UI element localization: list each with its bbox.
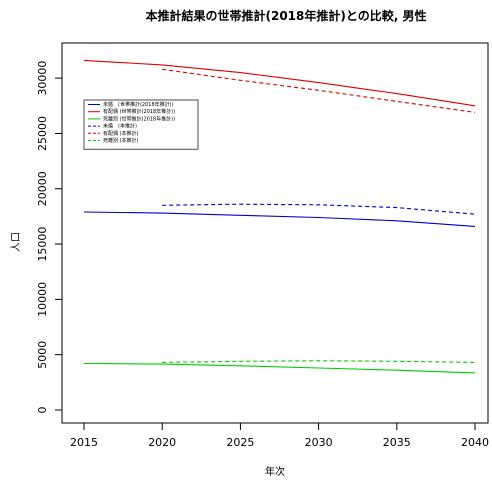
series-line	[162, 203, 476, 215]
x-tick-label: 2015	[70, 436, 98, 449]
y-tick-label: 30000	[36, 61, 49, 96]
series-line	[162, 360, 476, 363]
legend-label: 未婚 (世帯推計(2018年推計))	[103, 101, 174, 108]
y-tick-label: 5000	[36, 341, 49, 369]
x-tick-label: 2040	[461, 436, 489, 449]
series-line	[83, 362, 476, 374]
series-layer	[83, 59, 476, 374]
series-line	[83, 211, 476, 227]
y-tick-label: 15000	[36, 227, 49, 262]
x-axis: 2015 2020 2025 2030 2035 2040	[70, 423, 489, 449]
y-axis: 0 5000 10000 15000 20000 25000 30000	[36, 61, 62, 414]
series-line	[83, 59, 476, 107]
y-tick-label: 20000	[36, 171, 49, 206]
x-tick-label: 2020	[148, 436, 176, 449]
y-tick-label: 10000	[36, 282, 49, 317]
legend-label: 死離別 (世帯推計(2018年推計))	[103, 115, 175, 122]
x-tick-label: 2025	[226, 436, 254, 449]
legend-label: 未婚 (本推計)	[103, 123, 137, 130]
x-tick-label: 2035	[383, 436, 411, 449]
legend-box	[83, 99, 199, 150]
plot-frame	[61, 42, 489, 424]
legend-label: 死離別 (本推計)	[103, 137, 139, 144]
y-tick-label: 0	[36, 407, 49, 414]
y-axis-label: 人口	[10, 232, 22, 252]
x-axis-label: 年次	[265, 465, 285, 478]
legend: 未婚 (世帯推計(2018年推計))有配偶 (世帯推計(2018年推計))死離別…	[83, 99, 199, 150]
legend-label: 有配偶 (本推計)	[103, 130, 139, 137]
legend-label: 有配偶 (世帯推計(2018年推計))	[103, 108, 175, 115]
chart-title: 本推計結果の世帯推計(2018年推計)との比較, 男性	[146, 8, 427, 23]
series-line	[162, 68, 476, 113]
x-tick-label: 2030	[305, 436, 333, 449]
y-tick-label: 25000	[36, 116, 49, 151]
